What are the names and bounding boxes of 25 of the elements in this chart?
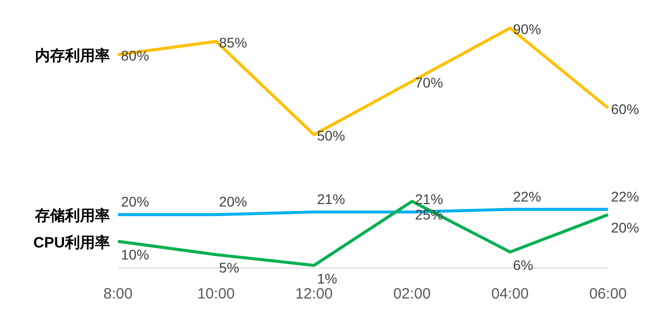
data-label: 1% <box>317 270 338 286</box>
series-label: CPU利用率 <box>33 233 110 252</box>
data-label: 60% <box>611 101 640 117</box>
x-tick-label: 04:00 <box>491 286 529 303</box>
x-tick-label: 10:00 <box>197 286 235 303</box>
data-label: 85% <box>219 34 248 50</box>
x-tick-label: 8:00 <box>103 286 133 303</box>
data-label: 22% <box>513 188 542 204</box>
data-label: 20% <box>121 194 150 210</box>
series-label: 内存利用率 <box>35 46 110 65</box>
data-label: 50% <box>317 128 346 144</box>
data-label: 20% <box>219 194 248 210</box>
data-label: 70% <box>415 74 444 90</box>
x-tick-label: 02:00 <box>393 286 431 303</box>
data-label: 21% <box>415 191 444 207</box>
data-label: 10% <box>121 246 150 262</box>
data-label: 5% <box>219 260 240 276</box>
data-label: 21% <box>317 191 346 207</box>
data-label: 6% <box>513 257 534 273</box>
data-label: 22% <box>611 188 640 204</box>
x-tick-label: 12:00 <box>295 286 333 303</box>
data-label: 20% <box>611 220 640 236</box>
series-label: 存储利用率 <box>34 206 110 225</box>
data-label: 90% <box>513 21 542 37</box>
x-tick-label: 06:00 <box>589 286 627 303</box>
